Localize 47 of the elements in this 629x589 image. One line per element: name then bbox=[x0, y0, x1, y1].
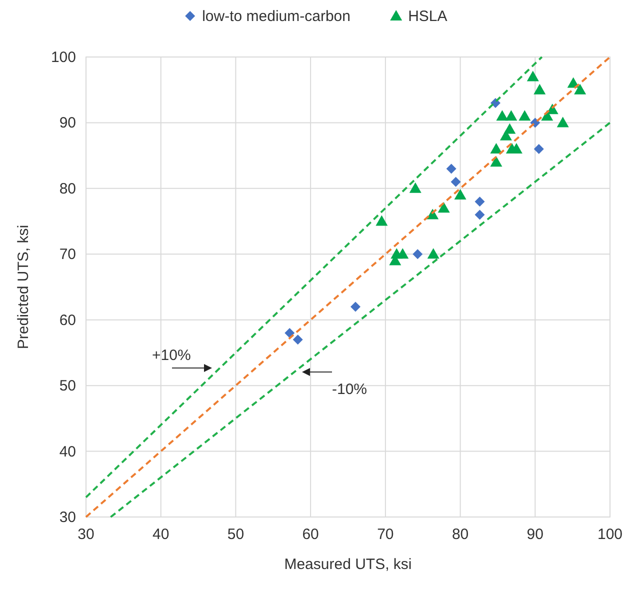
y-tick-label: 100 bbox=[50, 49, 76, 66]
point bbox=[504, 123, 516, 134]
point bbox=[490, 156, 502, 167]
point bbox=[350, 302, 360, 312]
point bbox=[534, 84, 546, 94]
y-tick-label: 50 bbox=[59, 378, 76, 395]
point bbox=[409, 182, 422, 193]
point bbox=[292, 334, 303, 345]
point bbox=[526, 70, 539, 82]
x-tick-label: 80 bbox=[452, 526, 469, 543]
point bbox=[284, 328, 295, 338]
point bbox=[574, 84, 586, 94]
point bbox=[446, 164, 456, 174]
point bbox=[427, 248, 440, 259]
y-tick-label: 60 bbox=[59, 312, 76, 329]
y-tick-label: 40 bbox=[59, 443, 76, 460]
annotation: +10% bbox=[152, 347, 191, 364]
x-axis-title: Measured UTS, ksi bbox=[284, 556, 412, 573]
point bbox=[450, 176, 461, 187]
point bbox=[556, 116, 569, 128]
point bbox=[534, 144, 544, 154]
x-tick-label: 90 bbox=[526, 526, 544, 543]
x-tick-label: 60 bbox=[302, 526, 319, 543]
x-tick-label: 40 bbox=[152, 526, 170, 543]
y-tick-label: 80 bbox=[59, 180, 76, 198]
legend-label: low-to medium-carbon bbox=[202, 8, 350, 25]
x-tick-label: 30 bbox=[78, 526, 94, 543]
x-tick-label: 100 bbox=[597, 526, 623, 543]
point bbox=[490, 143, 502, 154]
point bbox=[518, 110, 531, 121]
y-tick-label: 90 bbox=[59, 114, 76, 132]
point bbox=[438, 202, 450, 213]
y-tick-label: 30 bbox=[59, 509, 76, 526]
x-tick-label: 70 bbox=[377, 526, 394, 543]
point bbox=[505, 110, 518, 121]
point bbox=[454, 189, 466, 200]
point bbox=[376, 215, 388, 226]
y-axis-title: Predicted UTS, ksi bbox=[15, 224, 32, 350]
point bbox=[396, 248, 409, 259]
x-tick-label: 50 bbox=[227, 526, 244, 543]
point bbox=[474, 196, 485, 207]
y-tick-label: 70 bbox=[59, 246, 76, 264]
point bbox=[412, 249, 423, 260]
annotation: -10% bbox=[332, 381, 368, 398]
legend-label: HSLA bbox=[408, 8, 448, 25]
point bbox=[474, 210, 485, 220]
point bbox=[496, 110, 508, 121]
